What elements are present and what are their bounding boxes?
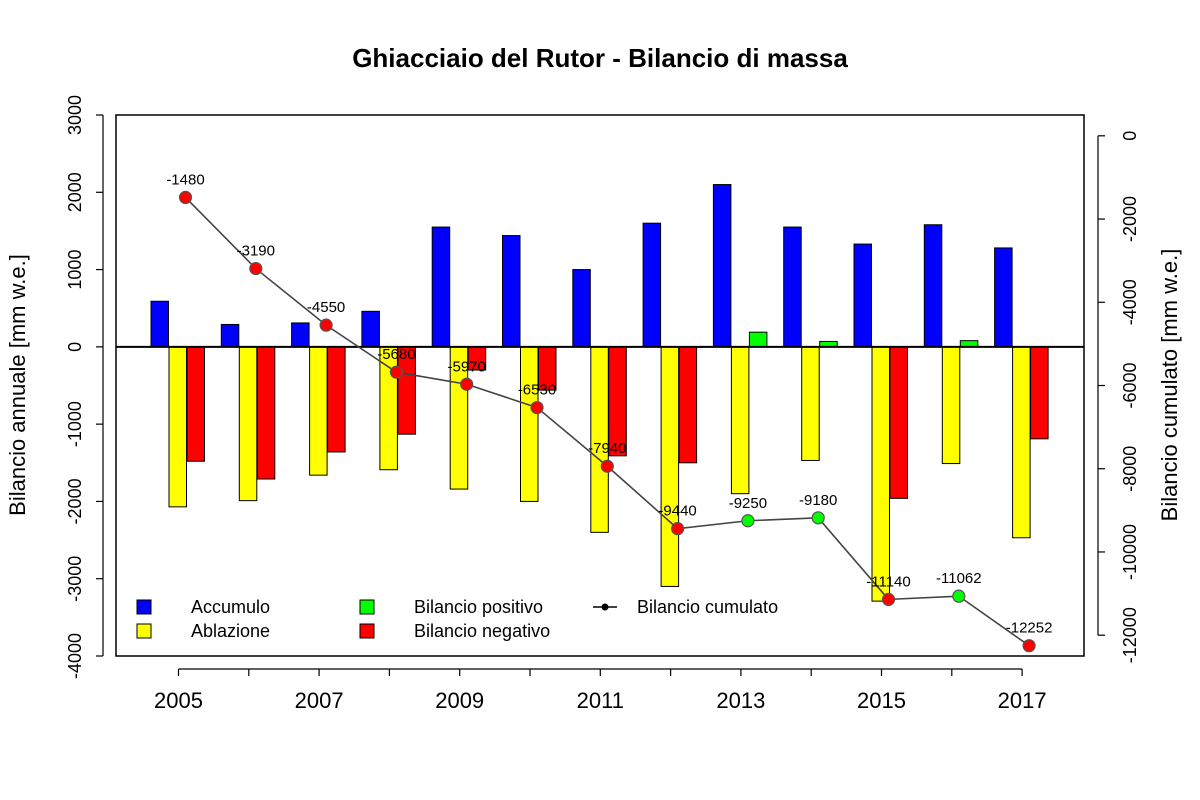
y2-tick-label-0: 0 <box>1120 131 1140 141</box>
accumulo-bar-2005 <box>150 300 169 348</box>
bilancio-negativo-bar-2007 <box>327 346 346 453</box>
cumulative-point-2012 <box>670 522 685 536</box>
y-tick-label--3000: -3000 <box>65 556 85 602</box>
accumulo-bar-2013 <box>712 184 732 348</box>
legend-swatch-accumulo <box>136 599 152 615</box>
y2-axis-label: Bilancio cumulato [mm w.e.] <box>1157 249 1182 522</box>
legend-label-bilancio-positivo: Bilancio positivo <box>414 597 543 617</box>
cumulative-group: -1480 -3190 -4550 -5680 -5970 -6530 -7940 -9440… <box>166 171 1053 653</box>
accumulo-bar-2006 <box>220 323 240 348</box>
accumulo-bar-2015 <box>853 243 872 348</box>
legend-swatch-bilancio-negativo <box>359 623 375 639</box>
cumulative-label-2012: -9440 <box>658 503 696 520</box>
y-tick-label--4000: -4000 <box>65 633 85 679</box>
cumulative-label-2005: -1480 <box>166 171 204 188</box>
y-tick-label-3000: 3000 <box>65 95 85 135</box>
ablazione-bar-2005 <box>168 346 187 508</box>
accumulo-bar-2012 <box>642 222 662 348</box>
accumulo-bar-2011 <box>572 269 591 348</box>
ablazione-bar-2008 <box>379 346 398 471</box>
y-tick-label-0: 0 <box>65 342 85 352</box>
y-tick-label--1000: -1000 <box>65 401 85 447</box>
bilancio-negativo-bar-2005 <box>186 346 205 462</box>
x-tick-label-2009: 2009 <box>435 688 484 713</box>
x-tick-label-2017: 2017 <box>998 688 1047 713</box>
cumulative-point-2013 <box>741 514 755 528</box>
accumulo-bar-2010 <box>502 235 521 348</box>
legend-label-ablazione: Ablazione <box>191 621 270 641</box>
cumulative-point-2005 <box>178 190 193 204</box>
bilancio-negativo-bar-2006 <box>256 346 276 480</box>
legend-swatch-ablazione <box>136 623 152 639</box>
y-axis-label: Bilancio annuale [mm w.e.] <box>5 254 30 516</box>
cumulative-point-2010 <box>530 400 544 415</box>
cumulative-point-2007 <box>319 318 333 332</box>
ablazione-bar-2010 <box>520 346 539 502</box>
accumulo-bar-2007 <box>291 322 310 348</box>
legend-label-bilancio-negativo: Bilancio negativo <box>414 621 550 641</box>
y2-tick-label--6000: -6000 <box>1120 362 1140 408</box>
cumulative-point-2016 <box>952 589 966 603</box>
cumulative-label-2008: -5680 <box>377 346 415 363</box>
legend-label-bilancio-cumulato: Bilancio cumulato <box>637 597 778 617</box>
cumulative-label-2007: -4550 <box>307 299 345 316</box>
accumulo-bar-2014 <box>783 226 802 348</box>
y2-tick-label--4000: -4000 <box>1120 279 1140 325</box>
ablazione-bar-2017 <box>1012 346 1031 539</box>
ablazione-bar-2012 <box>660 346 680 587</box>
cumulative-point-2015 <box>881 592 896 607</box>
cumulative-point-2009 <box>460 377 474 391</box>
legend-swatch-bilancio-positivo <box>359 599 375 615</box>
y-tick-label--2000: -2000 <box>65 478 85 524</box>
cumulative-label-2014: -9180 <box>799 492 837 509</box>
y2-tick-label--10000: -10000 <box>1120 524 1140 580</box>
x-tick-label-2011: 2011 <box>577 688 624 713</box>
axes-group: -4000-3000-2000-10000100020003000-12000-… <box>65 95 1140 713</box>
cumulative-point-2006 <box>249 261 263 276</box>
accumulo-bar-2017 <box>994 247 1013 348</box>
legend: Accumulo Ablazione Bilancio positivo Bilanc… <box>136 597 778 641</box>
accumulo-bar-2016 <box>923 224 943 348</box>
cumulative-point-2017 <box>1022 639 1036 653</box>
ablazione-bar-2006 <box>238 346 258 502</box>
cumulative-point-2014 <box>811 511 825 525</box>
ablazione-bar-2007 <box>309 346 328 476</box>
cumulative-point-2008 <box>389 365 403 379</box>
bilancio-negativo-bar-2017 <box>1030 346 1049 440</box>
y2-tick-label--8000: -8000 <box>1120 446 1140 492</box>
chart-title: Ghiacciaio del Rutor - Bilancio di massa <box>352 43 848 73</box>
cumulative-label-2010: -6530 <box>518 382 556 399</box>
cumulative-point-2011 <box>600 459 614 473</box>
cumulative-label-2015: -11140 <box>866 573 910 590</box>
cumulative-label-2017: -12252 <box>1006 620 1053 637</box>
x-tick-label-2013: 2013 <box>716 688 765 713</box>
y-tick-label-1000: 1000 <box>65 250 85 290</box>
cumulative-label-2016: -11062 <box>936 570 982 587</box>
bilancio-negativo-bar-2012 <box>678 346 698 464</box>
y-tick-label-2000: 2000 <box>65 172 85 212</box>
ablazione-bar-2016 <box>941 346 961 465</box>
cumulative-label-2006: -3190 <box>237 243 275 260</box>
x-tick-label-2007: 2007 <box>295 688 344 713</box>
ablazione-bar-2015 <box>871 346 890 602</box>
cumulative-label-2013: -9250 <box>729 495 767 512</box>
x-tick-label-2015: 2015 <box>857 688 906 713</box>
x-tick-label-2005: 2005 <box>154 688 203 713</box>
cumulative-label-2009: -5970 <box>448 358 486 375</box>
bilancio-positivo-bar-2013 <box>748 331 768 348</box>
ablazione-bar-2014 <box>801 346 820 461</box>
cumulative-label-2011: -7940 <box>588 440 626 457</box>
bilancio-negativo-bar-2015 <box>889 346 908 499</box>
ablazione-bar-2013 <box>730 346 750 495</box>
y2-tick-label--2000: -2000 <box>1120 196 1140 242</box>
plot-frame <box>115 114 1085 657</box>
legend-marker-bilancio-cumulato <box>601 603 609 611</box>
y2-tick-label--12000: -12000 <box>1120 607 1140 663</box>
bars-group <box>150 184 1049 602</box>
legend-label-accumulo: Accumulo <box>191 597 270 617</box>
accumulo-bar-2009 <box>431 226 451 348</box>
accumulo-bar-2008 <box>361 310 380 348</box>
